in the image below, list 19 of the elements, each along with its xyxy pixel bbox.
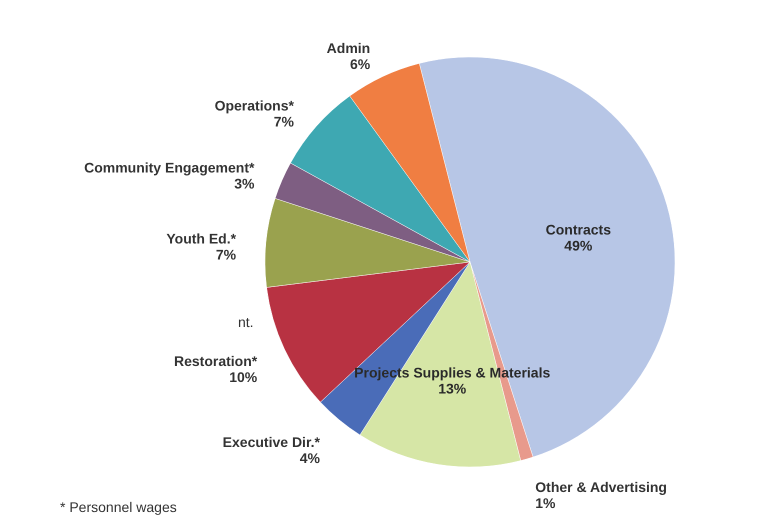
slice-label: Other & Advertising [535, 478, 667, 495]
data-label: 13% [438, 380, 467, 396]
data-label: 7% [274, 113, 294, 130]
text: nt. [238, 314, 254, 330]
slice-label: Executive Dir.* [222, 434, 321, 450]
data-label: 10% [229, 368, 258, 385]
data-label: 3% [234, 175, 256, 192]
data-label: 1% [535, 494, 556, 511]
data-label: 6% [350, 56, 371, 72]
slice-label: Contracts [546, 222, 612, 238]
text: * Personnel wages [60, 499, 177, 515]
slice-label: Community Engagement* [84, 159, 255, 176]
data-label: 4% [300, 450, 321, 466]
slice-label: Operations* [214, 97, 294, 114]
slice-label: Admin [326, 40, 370, 56]
slice-label: Youth Ed.* [166, 230, 237, 247]
slice-label: Restoration* [174, 352, 258, 369]
data-label: 7% [216, 246, 237, 263]
data-label: 49% [564, 238, 593, 254]
